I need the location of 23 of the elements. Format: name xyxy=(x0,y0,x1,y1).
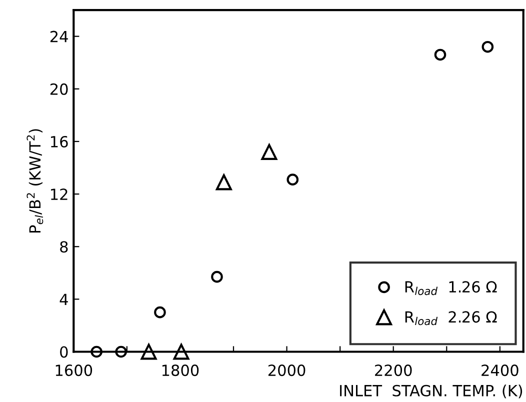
y-axis-title: P$_{el}$/B$^{2}$ (KW/T$^{2}$) xyxy=(26,129,44,232)
x-tick-label: 1800 xyxy=(162,364,199,376)
y-tick-label: 0 xyxy=(60,346,68,358)
point xyxy=(216,174,232,190)
y-tick-label: 16 xyxy=(51,136,68,148)
x-tick-label: 2200 xyxy=(375,364,412,376)
y-tick-label: 12 xyxy=(51,188,68,200)
y-tick-label: 4 xyxy=(60,294,68,305)
point xyxy=(261,144,278,160)
y-tick-label: 8 xyxy=(60,241,68,253)
y-tick-label: 24 xyxy=(50,30,68,42)
x-tick-label: 1600 xyxy=(56,364,92,376)
y-tick-label: 20 xyxy=(50,83,68,95)
point xyxy=(286,174,299,186)
legend-label: R$_{load}$ 2.26 Ω xyxy=(405,311,497,326)
point xyxy=(211,270,223,283)
x-tick-label: 2400 xyxy=(482,364,518,376)
point xyxy=(434,48,446,61)
point xyxy=(154,306,166,318)
x-axis-title: INLET STAGN. TEMP. (K) xyxy=(340,384,522,398)
point xyxy=(482,40,494,53)
legend-label: R$_{load}$ 1.26 Ω xyxy=(405,281,497,296)
x-tick-label: 2000 xyxy=(268,364,306,376)
